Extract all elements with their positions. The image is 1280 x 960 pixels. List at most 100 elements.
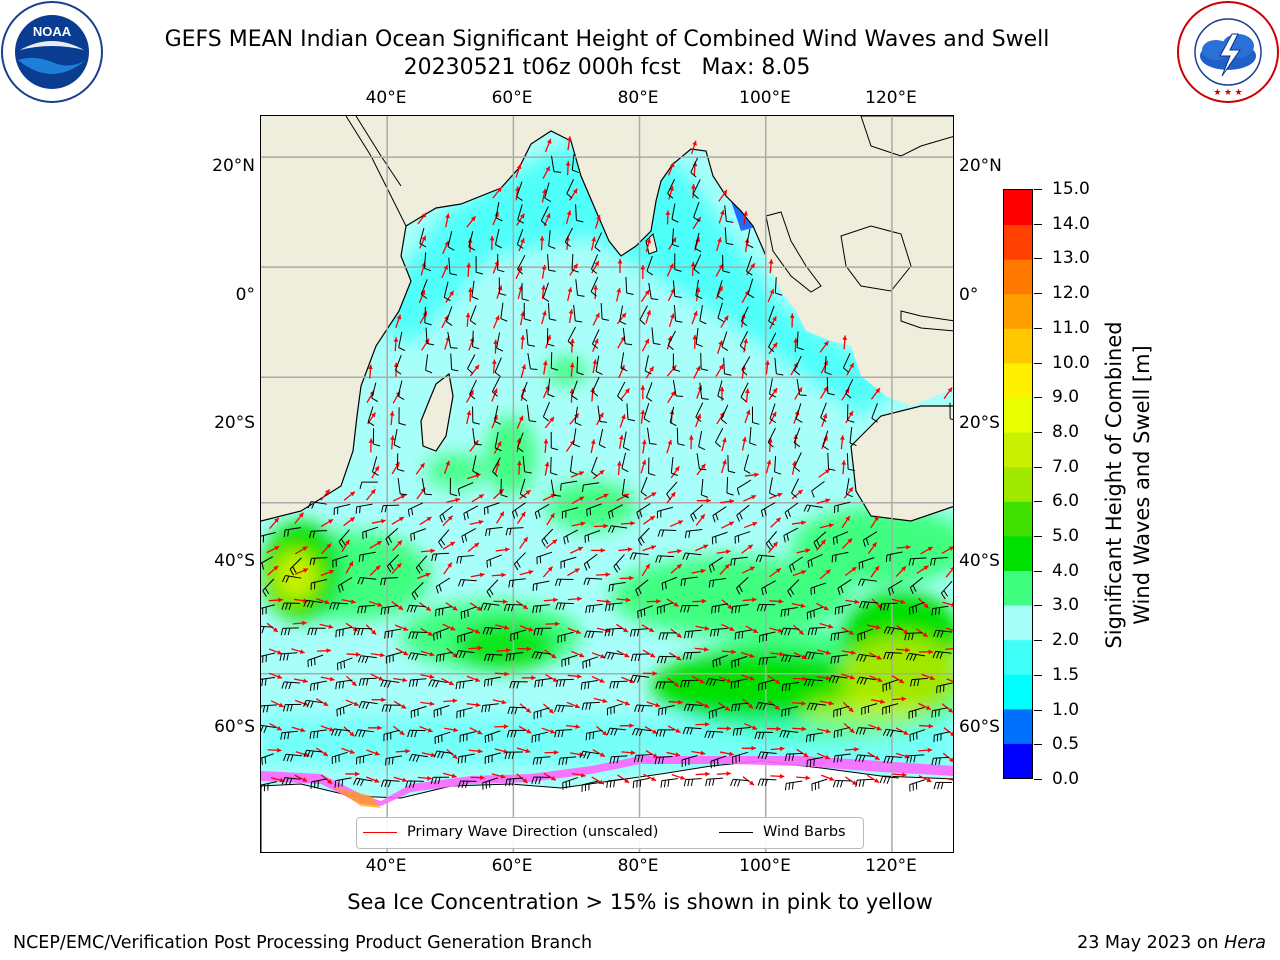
wave-arrow bbox=[816, 498, 831, 505]
wind-barb bbox=[410, 705, 427, 719]
wave-arrow bbox=[269, 722, 283, 731]
wave-arrow bbox=[443, 460, 451, 475]
legend-wave-direction: Primary Wave Direction (unscaled) bbox=[363, 824, 658, 840]
wind-barb bbox=[709, 627, 728, 637]
colorbar-tick-mark bbox=[1034, 293, 1042, 295]
wave-arrow bbox=[515, 265, 523, 280]
wind-barb bbox=[740, 306, 749, 327]
wave-arrow bbox=[819, 386, 829, 399]
wind-barb bbox=[834, 603, 852, 615]
wave-arrow bbox=[365, 624, 377, 636]
wave-arrow bbox=[640, 264, 646, 279]
wave-arrow bbox=[565, 210, 572, 225]
wind-barb bbox=[712, 506, 727, 523]
colorbar-tick-label: 1.0 bbox=[1052, 699, 1080, 720]
wind-barb bbox=[908, 706, 925, 719]
wind-barb bbox=[381, 504, 400, 513]
wave-arrow bbox=[495, 547, 510, 553]
wave-arrow bbox=[817, 649, 831, 655]
wind-barb bbox=[443, 281, 451, 302]
wave-arrow bbox=[792, 726, 807, 732]
wind-barb bbox=[683, 629, 702, 639]
wave-arrow bbox=[593, 523, 608, 529]
wind-barb bbox=[467, 354, 476, 374]
wind-barb bbox=[484, 730, 501, 744]
wave-height-map[interactable]: Primary Wave Direction (unscaled) Wind B… bbox=[260, 115, 954, 853]
wind-barb bbox=[731, 656, 748, 669]
wind-barb bbox=[576, 356, 584, 376]
wave-arrow bbox=[394, 624, 409, 631]
wind-barb bbox=[445, 306, 453, 326]
wind-barb bbox=[855, 727, 875, 735]
wind-barb bbox=[716, 280, 724, 300]
wave-arrow bbox=[569, 362, 575, 377]
wind-barb bbox=[483, 653, 503, 662]
wave-arrow bbox=[892, 696, 907, 702]
wind-barb bbox=[769, 378, 777, 398]
wave-arrow bbox=[717, 726, 732, 731]
wind-barb bbox=[932, 650, 952, 659]
wind-barb bbox=[280, 730, 298, 740]
wind-barb bbox=[526, 329, 535, 347]
wind-barb bbox=[739, 331, 749, 351]
wind-barb bbox=[494, 432, 502, 452]
wave-arrow bbox=[640, 289, 650, 302]
wind-barb bbox=[736, 504, 750, 522]
legend-wind-barbs: Wind Barbs bbox=[719, 824, 846, 840]
wave-arrow bbox=[945, 627, 953, 632]
wave-arrow bbox=[668, 313, 675, 328]
wind-barb bbox=[806, 606, 823, 620]
wind-barb bbox=[516, 229, 524, 249]
wind-barb bbox=[690, 504, 704, 522]
wind-barb bbox=[428, 679, 448, 688]
wind-barb bbox=[482, 626, 502, 635]
wind-barb bbox=[357, 655, 377, 664]
colorbar-swatch bbox=[1004, 397, 1032, 433]
wave-arrow bbox=[371, 465, 380, 479]
colorbar-swatch bbox=[1004, 639, 1032, 675]
wind-barb bbox=[457, 753, 475, 764]
wind-barb bbox=[854, 754, 874, 763]
wave-arrow bbox=[518, 725, 532, 734]
wave-arrow bbox=[841, 460, 847, 475]
wind-barb bbox=[600, 303, 610, 321]
wind-barb bbox=[281, 681, 301, 690]
right-lat-tick: 40°S bbox=[959, 551, 1000, 571]
wind-barb bbox=[591, 329, 600, 349]
wind-barb bbox=[563, 529, 578, 545]
wave-arrow bbox=[341, 747, 355, 754]
wave-arrow bbox=[545, 673, 558, 683]
wave-arrow bbox=[841, 650, 856, 655]
wave-arrow bbox=[743, 338, 749, 353]
left-lat-tick: 0° bbox=[235, 285, 255, 305]
colorbar-tick-label: 9.0 bbox=[1052, 387, 1080, 408]
colorbar-swatch bbox=[1004, 362, 1032, 399]
wave-arrow bbox=[592, 749, 606, 758]
wave-arrow bbox=[590, 439, 596, 454]
wind-barb bbox=[550, 456, 558, 476]
wave-arrow bbox=[690, 184, 696, 199]
wind-barb bbox=[303, 699, 323, 708]
wind-barb bbox=[909, 779, 926, 792]
wind-barb bbox=[940, 580, 953, 600]
wind-barb bbox=[261, 604, 275, 615]
wave-arrow bbox=[640, 409, 646, 424]
wind-barb bbox=[472, 455, 480, 475]
wind-barb bbox=[859, 600, 878, 609]
wave-arrow bbox=[816, 728, 831, 734]
wind-barb bbox=[531, 651, 551, 660]
wind-barb bbox=[393, 428, 401, 449]
wind-barb bbox=[433, 705, 450, 718]
wave-arrow bbox=[445, 290, 455, 303]
wind-barb bbox=[807, 553, 823, 568]
wave-arrow bbox=[544, 461, 550, 476]
wave-arrow bbox=[446, 749, 458, 760]
wind-barb bbox=[758, 679, 775, 691]
wind-barb bbox=[536, 551, 553, 565]
wave-arrow bbox=[320, 569, 335, 577]
wind-barb bbox=[527, 352, 538, 371]
wave-arrow bbox=[420, 650, 435, 657]
wind-barb bbox=[699, 305, 707, 325]
wave-arrow bbox=[844, 566, 857, 576]
wave-arrow bbox=[819, 569, 831, 580]
